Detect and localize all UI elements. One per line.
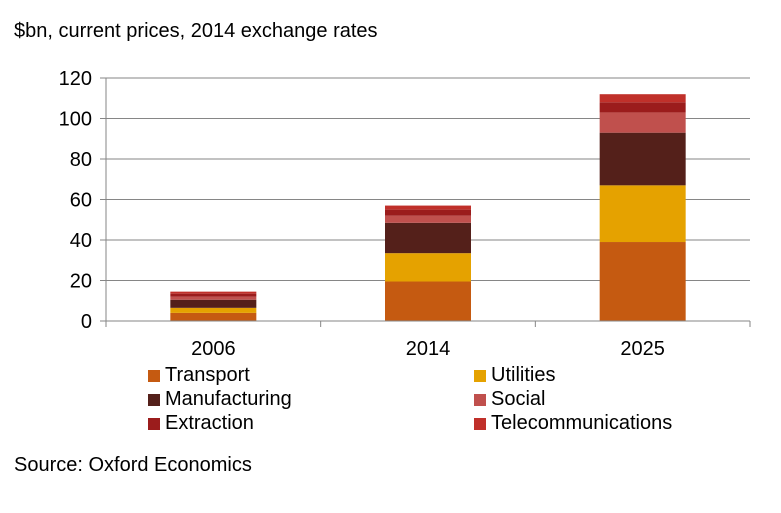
legend-swatch-extraction xyxy=(148,417,160,430)
bar-2006-utilities xyxy=(170,307,257,313)
legend-swatch-transport xyxy=(148,369,160,382)
legend-label-social: Social xyxy=(491,388,546,410)
bar-2025-manufacturing xyxy=(599,132,686,186)
bar-2025-utilities xyxy=(599,185,686,243)
legend-item-manufacturing: Manufacturing xyxy=(148,388,292,411)
y-tick-label-40: 40 xyxy=(70,230,92,252)
bar-2025-social xyxy=(599,112,686,133)
legend-item-social: Social xyxy=(474,388,545,411)
bar-2014-manufacturing xyxy=(385,222,471,254)
bar-2014-transport xyxy=(385,281,471,321)
source-note: Source: Oxford Economics xyxy=(14,454,252,476)
legend-swatch-social xyxy=(474,393,486,406)
y-tick-label-100: 100 xyxy=(59,109,92,131)
x-tick-label-2014: 2014 xyxy=(406,338,451,360)
y-tick-label-0: 0 xyxy=(81,311,92,333)
legend-label-telecommunications: Telecommunications xyxy=(491,412,673,434)
legend-swatch-manufacturing xyxy=(148,393,160,406)
legend-label-extraction: Extraction xyxy=(165,412,254,434)
legend-label-manufacturing: Manufacturing xyxy=(165,388,292,410)
chart-unit-label: $bn, current prices, 2014 exchange rates xyxy=(14,20,378,42)
y-tick-label-120: 120 xyxy=(59,68,92,90)
legend-item-utilities: Utilities xyxy=(474,364,555,387)
y-tick-label-60: 60 xyxy=(70,190,92,212)
legend-label-transport: Transport xyxy=(165,364,250,386)
bar-2025-extraction xyxy=(599,102,686,113)
legend-item-extraction: Extraction xyxy=(148,412,254,435)
bar-2025-transport xyxy=(599,242,686,321)
legend-swatch-telecommunications xyxy=(474,417,486,430)
bar-2006-extraction xyxy=(170,293,257,297)
bar-2006-social xyxy=(170,296,257,300)
legend-swatch-utilities xyxy=(474,369,486,382)
x-tick-label-2025: 2025 xyxy=(620,338,665,360)
legend-label-utilities: Utilities xyxy=(491,364,556,386)
bar-2006-transport xyxy=(170,312,257,321)
bar-2006-telecommunications xyxy=(170,291,257,294)
bar-2014-social xyxy=(385,215,471,223)
bar-2014-telecommunications xyxy=(385,205,471,210)
bar-2006-manufacturing xyxy=(170,299,257,308)
x-tick-label-2006: 2006 xyxy=(191,338,236,360)
bar-2014-utilities xyxy=(385,253,471,282)
chart-plot: 0 20 40 60 80 100 120 2006 2014 2025 xyxy=(59,68,751,360)
y-tick-label-20: 20 xyxy=(70,271,92,293)
y-tick-label-80: 80 xyxy=(70,149,92,171)
bar-2025-telecommunications xyxy=(599,94,686,103)
legend-item-telecommunications: Telecommunications xyxy=(474,412,672,435)
bar-2014-extraction xyxy=(385,209,471,216)
legend-item-transport: Transport xyxy=(148,364,250,387)
